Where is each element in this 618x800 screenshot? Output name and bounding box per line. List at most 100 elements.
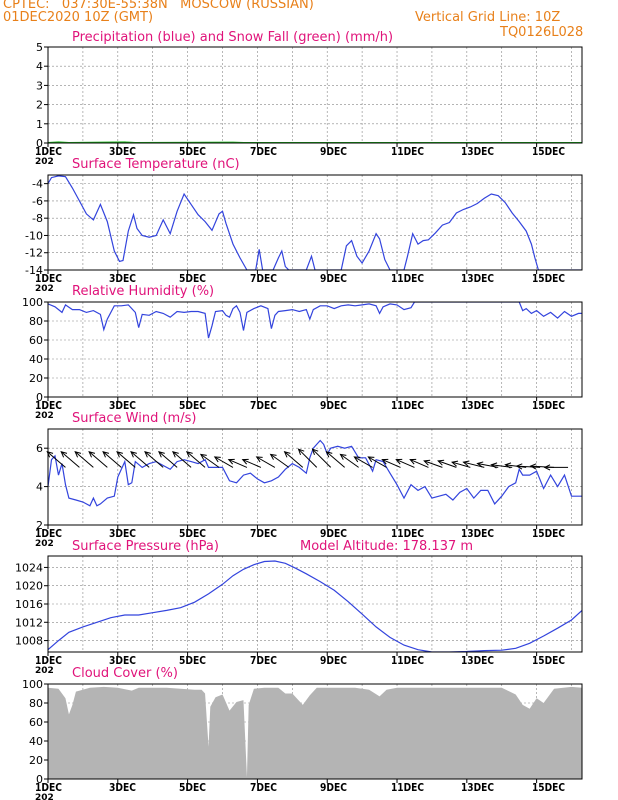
wind-arrow-shaft (158, 451, 178, 468)
wind-arrow-shaft (424, 460, 443, 468)
wind-arrow-head (325, 451, 333, 458)
temp-ytick-label: -8 (32, 212, 43, 225)
cloud-xtick-label: 1DEC (35, 782, 62, 794)
wind-arrow (367, 456, 387, 468)
wind-arrow-shaft (382, 459, 401, 468)
wind-arrow-head (199, 453, 207, 460)
temp-ytick-label: -12 (25, 247, 43, 260)
temp-xtick-label: 9DEC (320, 273, 347, 285)
wind-arrow (144, 451, 164, 468)
cloud-xtick-label: 5DEC (179, 782, 206, 794)
wind-arrow-head (158, 451, 165, 458)
rh-ytick-label: 60 (29, 334, 43, 347)
wind-arrow (504, 462, 527, 469)
wind-arrow (325, 451, 345, 468)
wind-title: Surface Wind (m/s) (72, 411, 196, 426)
wind-arrow (213, 456, 234, 468)
wind-arrow-shaft (312, 448, 332, 468)
wind-arrow (437, 459, 457, 468)
wind-arrow-head (46, 451, 54, 458)
wind-arrow-shaft (228, 459, 248, 468)
rh-year-fragment: 202 (35, 411, 54, 421)
rh-xtick-label: 15DEC (532, 400, 565, 412)
rh-xtick-label: 9DEC (320, 400, 347, 412)
pressure-xtick-label: 11DEC (391, 655, 424, 667)
wind-xtick-label: 3DEC (109, 528, 136, 540)
rh-xtick-label: 13DEC (461, 400, 494, 412)
pressure-title: Surface Pressure (hPa) (72, 539, 219, 554)
wind-arrow-head (437, 459, 445, 466)
wind-arrow-shaft (60, 451, 80, 468)
wind-arrow-head (409, 458, 417, 465)
header-left-line1: CPTEC: 037:30E-55:38N MOSCOW (RUSSIAN) (3, 0, 314, 12)
wind-year-fragment: 202 (35, 539, 54, 549)
temp-ytick-label: -6 (32, 195, 43, 208)
rh-ytick-label: 0 (36, 391, 43, 404)
wind-arrow-shaft (270, 453, 290, 468)
wind-arrow (172, 451, 192, 468)
cloud-xtick-label: 11DEC (391, 782, 424, 794)
wind-arrow-shaft (326, 451, 345, 468)
wind-arrow-head (60, 451, 68, 458)
cloud-xtick-label: 3DEC (109, 782, 136, 794)
wind-arrow (88, 451, 108, 468)
wind-arrow (255, 456, 276, 468)
pressure-ytick-label: 1020 (15, 580, 43, 593)
cloud-xtick-label: 7DEC (250, 782, 277, 794)
precip-xtick-label: 3DEC (109, 146, 136, 158)
precip-year-fragment: 202 (35, 157, 54, 167)
wind-ytick-label: 6 (36, 442, 43, 455)
wind-arrow-head (515, 463, 523, 470)
pressure-ytick-label: 1024 (15, 561, 43, 574)
wind-arrow-shaft (74, 451, 94, 468)
wind-arrow-head (451, 460, 459, 467)
wind-arrow-head (381, 458, 389, 465)
rh-ytick-label: 80 (29, 315, 43, 328)
wind-arrow (130, 451, 150, 468)
cloud-ytick-label: 80 (29, 697, 43, 710)
precip-ytick-label: 4 (36, 60, 43, 73)
pressure-xtick-label: 3DEC (109, 655, 136, 667)
wind-arrow-head (339, 453, 347, 460)
pressure-xtick-label: 1DEC (35, 655, 62, 667)
pressure-xtick-label: 7DEC (250, 655, 277, 667)
wind-arrow-shaft (516, 465, 541, 468)
wind-arrow-shaft (186, 451, 206, 468)
rh-title: Relative Humidity (%) (72, 284, 214, 299)
wind-ytick-label: 4 (36, 481, 43, 494)
wind-arrow (297, 448, 318, 468)
header-right-line1: Vertical Grid Line: 10Z (415, 10, 561, 25)
wind-arrow-head (490, 462, 498, 469)
wind-arrow-shaft (214, 456, 234, 468)
precip-xtick-label: 11DEC (391, 146, 424, 158)
cloud-title: Cloud Cover (%) (72, 666, 178, 681)
pressure-series-line-0 (48, 560, 582, 652)
wind-arrow-shaft (116, 451, 136, 468)
wind-arrow-shaft (46, 451, 66, 468)
wind-arrow (543, 464, 569, 471)
cloud-cover-area (48, 686, 582, 779)
wind-arrow-head (227, 458, 235, 465)
precip-xtick-label: 5DEC (179, 146, 206, 158)
wind-arrow-shaft (144, 451, 164, 468)
wind-arrow-head (423, 459, 431, 466)
header-right-line2: TQ0126L028 (500, 25, 584, 40)
wind-xtick-label: 9DEC (320, 528, 347, 540)
wind-arrow (381, 458, 401, 468)
pressure-ytick-label: 1012 (15, 616, 43, 629)
wind-arrow-head (476, 461, 484, 468)
header-left-line2: 01DEC2020 10Z (GMT) (3, 10, 154, 25)
temp-xtick-label: 1DEC (35, 273, 62, 285)
cloud-ytick-label: 40 (29, 735, 43, 748)
precip-frame (47, 46, 583, 144)
precip-xtick-label: 13DEC (461, 146, 494, 158)
wind-arrow-head (185, 451, 193, 458)
rh-xtick-label: 7DEC (250, 400, 277, 412)
precip-title: Precipitation (blue) and Snow Fall (gree… (72, 30, 393, 45)
wind-arrow (409, 458, 429, 468)
temp-xtick-label: 13DEC (461, 273, 494, 285)
temp-year-fragment: 202 (35, 284, 54, 294)
wind-arrow-shaft (130, 451, 150, 468)
pressure-ytick-label: 1016 (15, 598, 43, 611)
